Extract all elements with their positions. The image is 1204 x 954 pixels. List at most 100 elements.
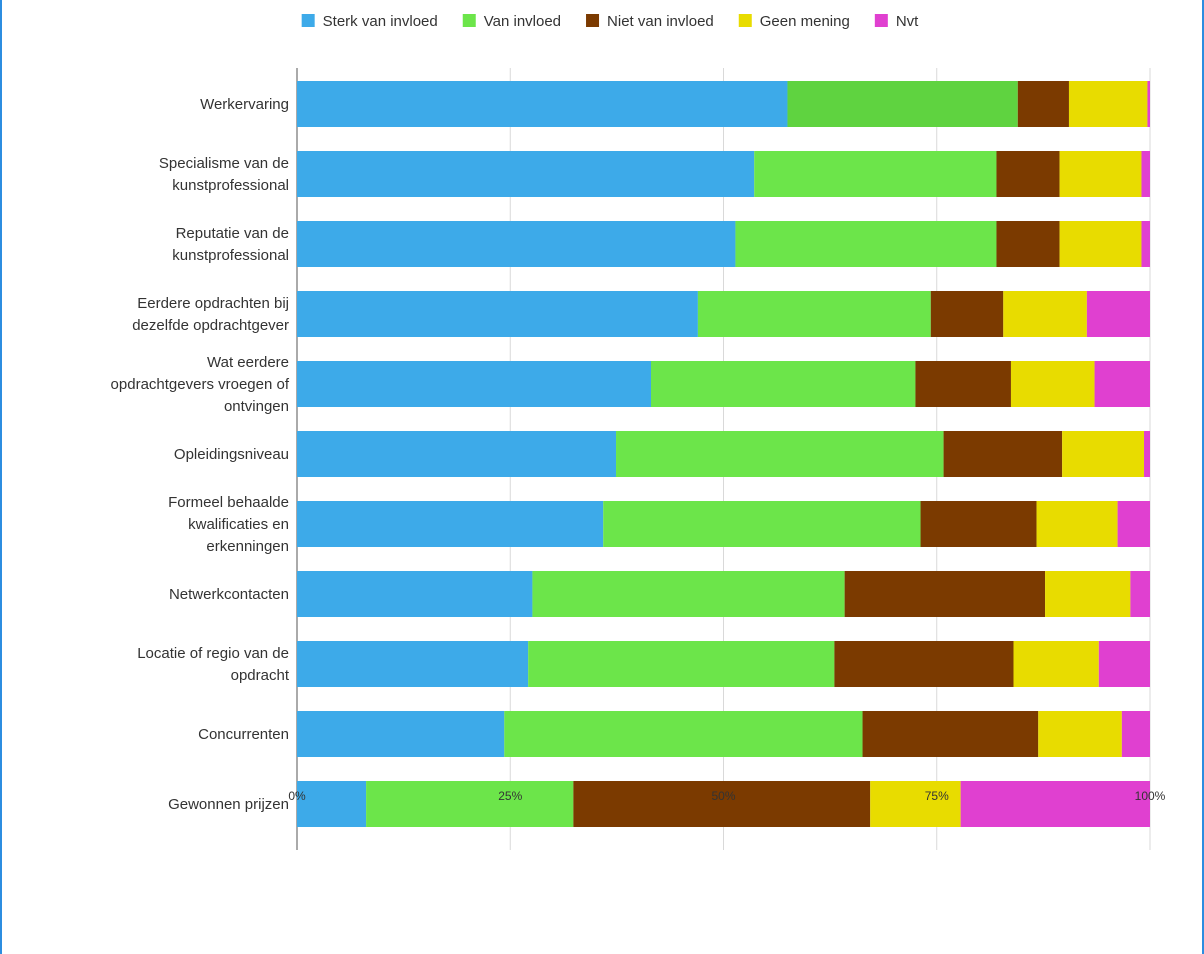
bar-segment-sterk-van-invloed	[297, 151, 755, 197]
category-label: Reputatie van de kunstprofessional	[172, 225, 289, 264]
x-tick-label: 100%	[1135, 789, 1166, 803]
bar-segment-van-invloed	[735, 221, 997, 267]
legend-item-van-invloed: Van invloed	[462, 13, 561, 30]
bar-row-wat-eerdere-opdrachtgevers-vroegen-of-ontvingen	[297, 361, 1150, 407]
bar-segment-geen-mening	[870, 781, 961, 827]
legend-label: Nvt	[896, 13, 919, 30]
x-tick-label: 75%	[925, 789, 949, 803]
bar-segment-niet-van-invloed	[996, 221, 1060, 267]
bar-segment-sterk-van-invloed	[297, 501, 604, 547]
bar-row-formeel-behaalde-kwalificaties-en-erkenningen	[297, 501, 1150, 547]
bar-segment-niet-van-invloed	[915, 361, 1011, 407]
bar-segment-geen-mening	[1003, 291, 1087, 337]
bar-segment-nvt	[1086, 291, 1150, 337]
bar-segment-nvt	[1144, 431, 1150, 477]
bar-row-specialisme-van-de-kunstprofessional	[297, 151, 1150, 197]
bar-segment-van-invloed	[366, 781, 574, 827]
bar-segment-van-invloed	[616, 431, 944, 477]
bar-segment-niet-van-invloed	[834, 641, 1014, 687]
legend-item-nvt: Nvt	[874, 13, 919, 30]
bar-segment-niet-van-invloed	[573, 781, 871, 827]
bar-segment-nvt	[1141, 151, 1150, 197]
bar-segment-sterk-van-invloed	[297, 571, 533, 617]
window-border-right	[1202, 0, 1204, 954]
bar-segment-sterk-van-invloed	[297, 291, 698, 337]
bar-segment-van-invloed	[650, 361, 916, 407]
legend-swatch	[738, 14, 752, 27]
bar-segment-van-invloed	[504, 711, 863, 757]
bar-segment-niet-van-invloed	[996, 151, 1060, 197]
chart-bars	[297, 81, 1150, 827]
bar-segment-van-invloed	[754, 151, 997, 197]
bar-segment-nvt	[1121, 711, 1150, 757]
category-label: Formeel behaalde kwalificaties en erkennin…	[168, 494, 289, 555]
bar-row-opleidingsniveau	[297, 431, 1150, 477]
x-tick-label: 50%	[711, 789, 735, 803]
category-labels: Werkervaring Specialisme van de kunstprofe…	[111, 96, 290, 813]
category-label: Werkervaring	[200, 96, 289, 113]
bar-segment-geen-mening	[1059, 151, 1142, 197]
legend-swatch	[301, 14, 315, 27]
category-label: Opleidingsniveau	[174, 446, 289, 463]
bar-segment-niet-van-invloed	[920, 501, 1037, 547]
bar-segment-nvt	[1130, 571, 1150, 617]
bar-segment-sterk-van-invloed	[297, 711, 505, 757]
bar-segment-geen-mening	[1068, 81, 1148, 127]
bar-row-locatie-of-regio-van-de-opdracht	[297, 641, 1150, 687]
bar-segment-nvt	[1117, 501, 1150, 547]
bar-segment-nvt	[1098, 641, 1150, 687]
legend-item-sterk-van-invloed: Sterk van invloed	[301, 13, 438, 30]
category-label: Wat eerdere opdrachtgevers vroegen of ontv…	[111, 354, 290, 415]
legend-swatch	[586, 14, 600, 27]
window-border-left	[0, 0, 2, 954]
legend-label: Van invloed	[484, 13, 561, 30]
bar-segment-niet-van-invloed	[930, 291, 1004, 337]
bar-segment-niet-van-invloed	[862, 711, 1039, 757]
bar-row-reputatie-van-de-kunstprofessional	[297, 221, 1150, 267]
bar-row-werkervaring	[297, 81, 1150, 127]
x-tick-label: 25%	[498, 789, 522, 803]
bar-segment-nvt	[1147, 81, 1150, 127]
legend-label: Geen mening	[760, 13, 850, 30]
bar-segment-sterk-van-invloed	[297, 641, 529, 687]
x-tick-label: 0%	[288, 789, 306, 803]
category-label: Locatie of regio van de opdracht	[137, 645, 290, 684]
bar-segment-geen-mening	[1059, 221, 1142, 267]
bar-row-gewonnen-prijzen	[297, 781, 1150, 827]
bar-segment-geen-mening	[1038, 711, 1122, 757]
bar-segment-nvt	[1094, 361, 1150, 407]
category-label: Specialisme van de kunstprofessional	[159, 155, 289, 194]
bar-segment-van-invloed	[528, 641, 835, 687]
bar-segment-niet-van-invloed	[943, 431, 1063, 477]
bar-segment-van-invloed	[532, 571, 845, 617]
bar-segment-geen-mening	[1013, 641, 1099, 687]
category-label: Gewonnen prijzen	[168, 796, 289, 813]
bar-segment-geen-mening	[1036, 501, 1118, 547]
bar-row-netwerkcontacten	[297, 571, 1150, 617]
legend-swatch	[462, 14, 476, 27]
bar-segment-geen-mening	[1045, 571, 1131, 617]
legend-swatch	[874, 14, 888, 27]
bar-segment-van-invloed	[787, 81, 1018, 127]
bar-segment-van-invloed	[603, 501, 921, 547]
bar-row-concurrenten	[297, 711, 1150, 757]
chart-legend: Sterk van invloed Van invloed Niet van inv…	[301, 13, 919, 30]
bar-segment-niet-van-invloed	[1017, 81, 1069, 127]
legend-item-geen-mening: Geen mening	[738, 13, 850, 30]
bar-segment-geen-mening	[1062, 431, 1145, 477]
bar-segment-sterk-van-invloed	[297, 781, 367, 827]
bar-segment-sterk-van-invloed	[297, 361, 651, 407]
legend-item-niet-van-invloed: Niet van invloed	[586, 13, 714, 30]
bar-segment-sterk-van-invloed	[297, 221, 736, 267]
bar-segment-geen-mening	[1010, 361, 1095, 407]
bar-segment-nvt	[960, 781, 1150, 827]
category-label: Concurrenten	[198, 726, 289, 743]
bar-segment-sterk-van-invloed	[297, 81, 788, 127]
legend-label: Niet van invloed	[607, 13, 714, 30]
bar-segment-van-invloed	[697, 291, 931, 337]
category-label: Netwerkcontacten	[169, 586, 289, 603]
bar-row-eerdere-opdrachten-bij-dezelfde-opdrachtgever	[297, 291, 1150, 337]
bar-segment-niet-van-invloed	[844, 571, 1046, 617]
bar-segment-sterk-van-invloed	[297, 431, 617, 477]
